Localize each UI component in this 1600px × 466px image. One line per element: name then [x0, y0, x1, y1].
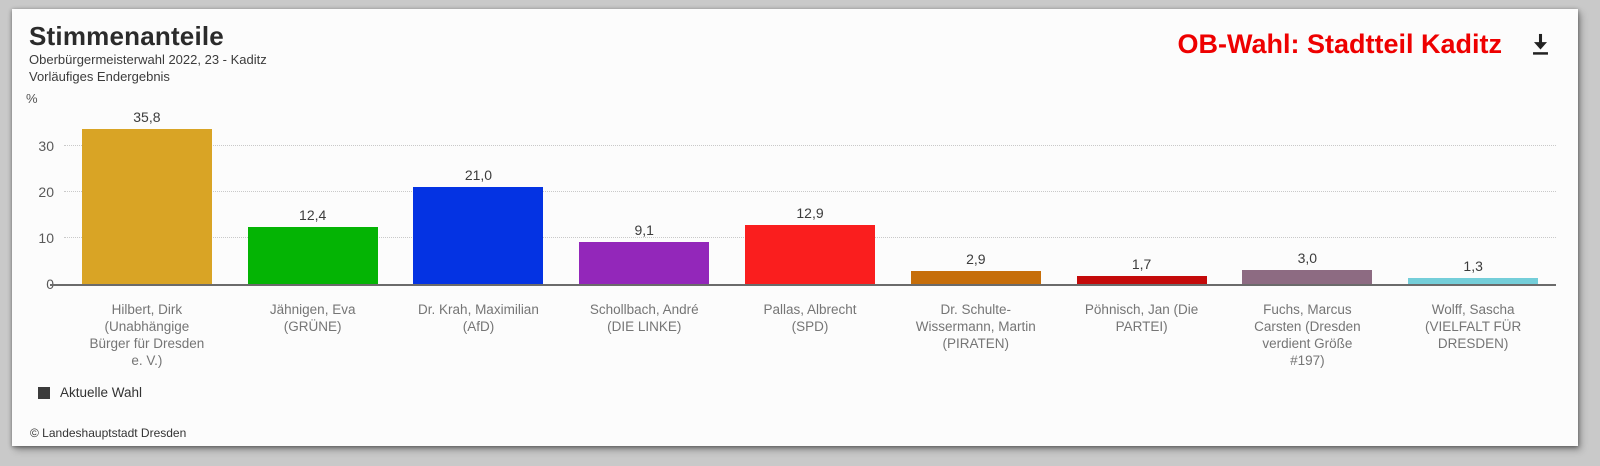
bar-column-8: 3,0 [1224, 109, 1390, 284]
x-axis-category-label-5: Pallas, Albrecht (SPD) [763, 302, 857, 335]
legend-swatch [38, 386, 50, 399]
legend-item-aktuelle-wahl[interactable]: Aktuelle Wahl [38, 385, 142, 400]
bar-value-label: 21,0 [464, 167, 493, 184]
widget-title: OB-Wahl: Stadtteil Kaditz [1177, 29, 1503, 59]
bar-column-4: 9,1 [561, 109, 727, 284]
y-axis-tick-label: 30 [38, 137, 54, 154]
y-axis-tick-label: 20 [38, 183, 54, 200]
bar-column-1: 35,8 [64, 109, 230, 284]
bars-row: 35,8 12,4 21,0 9,1 12,9 2,9 1,7 3,0 1,3 [64, 109, 1556, 284]
bar-1 [81, 129, 212, 284]
x-axis-category-label-7: Pöhnisch, Jan (Die PARTEI) [1084, 302, 1199, 335]
x-axis-category-label-2: Jähnigen, Eva (GRÜNE) [269, 302, 356, 335]
y-axis-unit-label: % [26, 91, 38, 106]
copyright-notice: © Landeshauptstadt Dresden [30, 426, 187, 440]
x-axis-category-label-6: Dr. Schulte-Wissermann, Martin (PIRATEN) [915, 302, 1036, 352]
chart-subtitle-election: Oberbürgermeisterwahl 2022, 23 - Kaditz [29, 52, 267, 67]
chart-header: Stimmenanteile Oberbürgermeisterwahl 202… [29, 21, 267, 85]
bar-6 [910, 270, 1041, 284]
bar-8 [1242, 270, 1373, 284]
x-axis-labels: Hilbert, Dirk (Unabhängige Bürger für Dr… [64, 293, 1556, 370]
bar-value-label: 3,0 [1297, 250, 1318, 267]
bar-column-5: 12,9 [727, 109, 893, 284]
plot-area: 0 10 20 30 35,8 12,4 21,0 9,1 12,9 2,9 1,7 3,0 1,3 [38, 109, 1556, 292]
x-axis-category-label-1: Hilbert, Dirk (Unabhängige Bürger für Dr… [89, 302, 205, 369]
bar-column-9: 1,3 [1390, 109, 1556, 284]
widget-header-right: OB-Wahl: Stadtteil Kaditz [1178, 29, 1553, 60]
bar-value-label: 1,7 [1131, 256, 1152, 273]
bar-9 [1408, 278, 1539, 284]
y-axis-tick-label: 0 [46, 276, 54, 292]
chart-title: Stimmenanteile [29, 21, 224, 51]
x-axis-category-label-4: Schollbach, André (DIE LINKE) [589, 302, 699, 335]
chart-subtitle-status: Vorläufiges Endergebnis [29, 69, 170, 84]
bar-7 [1076, 276, 1207, 284]
download-button[interactable] [1528, 32, 1552, 58]
legend-label: Aktuelle Wahl [60, 385, 143, 400]
bar-value-label: 9,1 [634, 222, 654, 239]
bar-4 [579, 242, 710, 284]
gridline [64, 190, 1556, 192]
bar-value-label: 35,8 [133, 109, 161, 125]
bar-value-label: 2,9 [966, 250, 986, 267]
bar-3 [413, 187, 544, 284]
bar-value-label: 12,9 [796, 204, 824, 221]
y-axis-tick-label: 10 [38, 229, 54, 246]
bar-column-6: 2,9 [893, 109, 1059, 284]
x-axis-category-label-8: Fuchs, Marcus Carsten (Dresden verdient … [1254, 302, 1361, 369]
gridline [64, 144, 1556, 146]
x-axis-category-label-3: Dr. Krah, Maximilian (AfD) [418, 302, 539, 335]
bar-value-label: 12,4 [299, 206, 327, 223]
bar-5 [745, 224, 876, 284]
chart-card: Stimmenanteile Oberbürgermeisterwahl 202… [12, 9, 1578, 446]
bar-2 [247, 226, 378, 284]
bar-column-7: 1,7 [1059, 109, 1225, 284]
bar-value-label: 1,3 [1463, 258, 1483, 275]
bar-column-3: 21,0 [396, 109, 562, 284]
download-icon [1532, 33, 1548, 55]
x-axis-category-label-9: Wolff, Sascha (VIELFALT FÜR DRESDEN) [1425, 302, 1522, 352]
bar-column-2: 12,4 [230, 109, 396, 284]
